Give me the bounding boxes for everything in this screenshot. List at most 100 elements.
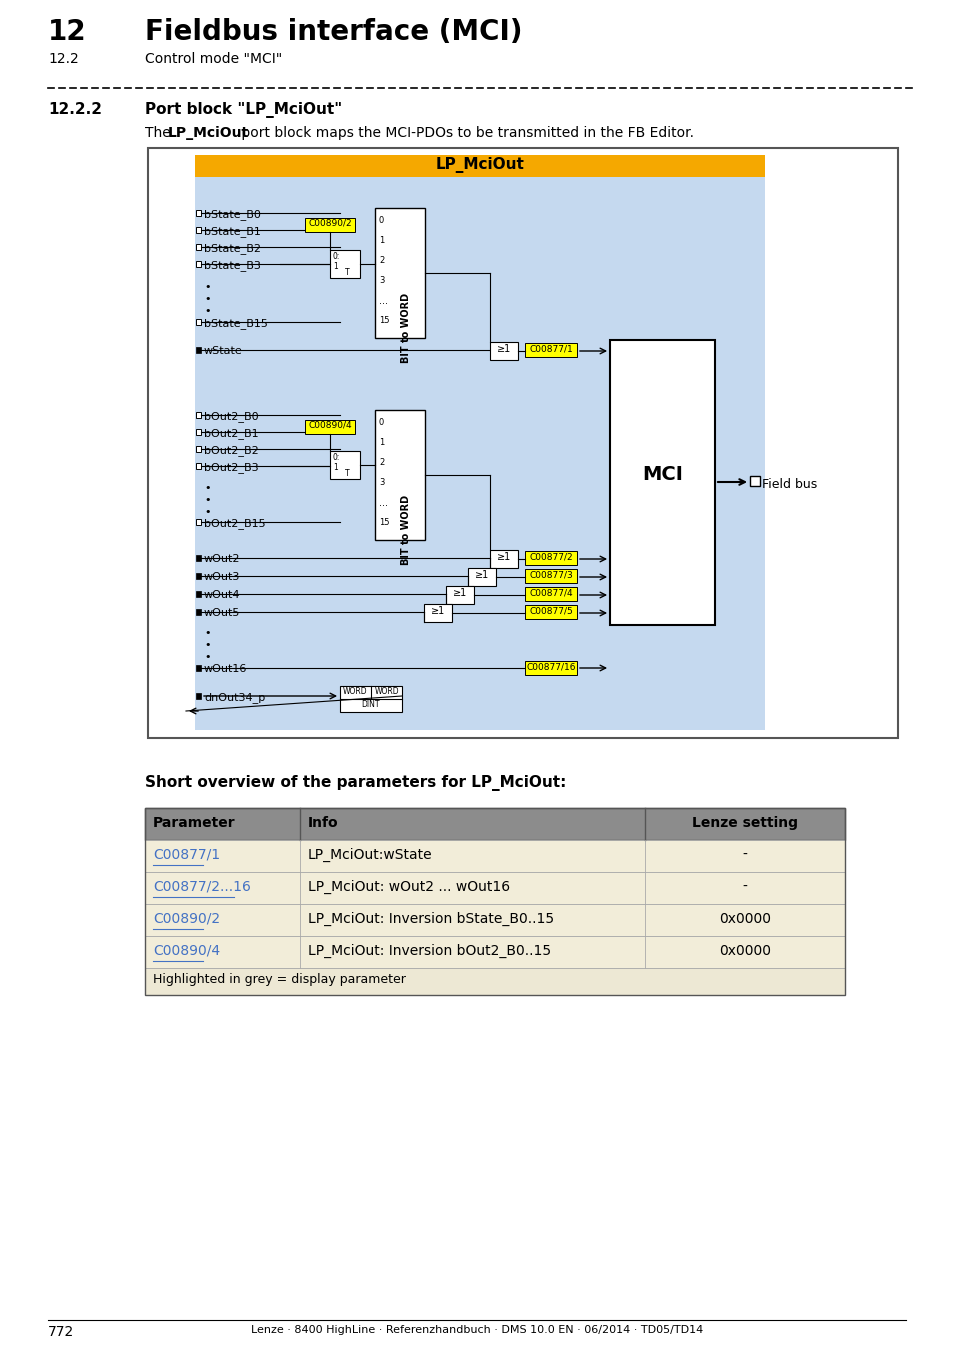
Text: wOut5: wOut5: [204, 608, 240, 618]
Text: wOut4: wOut4: [204, 590, 240, 599]
Bar: [195, 446, 201, 452]
Text: 0x0000: 0x0000: [719, 944, 770, 958]
Text: C00877/5: C00877/5: [529, 606, 572, 616]
Bar: [195, 319, 201, 325]
Text: C00877/2...16: C00877/2...16: [152, 880, 251, 894]
Text: bOut2_B0: bOut2_B0: [204, 410, 258, 423]
Text: Port block "LP_MciOut": Port block "LP_MciOut": [145, 103, 342, 117]
Bar: [145, 904, 844, 936]
Bar: [524, 343, 577, 356]
Text: 12.2.2: 12.2.2: [48, 103, 102, 117]
Text: 3: 3: [378, 275, 384, 285]
Text: LP_MciOut: LP_MciOut: [436, 157, 524, 173]
Text: 0:: 0:: [333, 252, 340, 261]
Bar: [145, 936, 844, 968]
Bar: [330, 250, 359, 278]
Bar: [194, 155, 764, 730]
Text: C00890/4: C00890/4: [152, 944, 220, 958]
Text: Lenze setting: Lenze setting: [691, 815, 797, 830]
Bar: [339, 686, 401, 711]
Bar: [145, 840, 844, 872]
Text: Highlighted in grey = display parameter: Highlighted in grey = display parameter: [152, 973, 405, 985]
Text: •: •: [204, 652, 211, 662]
Text: 15: 15: [378, 518, 389, 526]
Bar: [423, 603, 452, 622]
Text: 0: 0: [378, 216, 384, 225]
Text: Lenze · 8400 HighLine · Referenzhandbuch · DMS 10.0 EN · 06/2014 · TD05/TD14: Lenze · 8400 HighLine · Referenzhandbuch…: [251, 1324, 702, 1335]
Text: DINT: DINT: [361, 701, 380, 709]
Text: ≥1: ≥1: [475, 570, 489, 580]
Text: •: •: [204, 508, 211, 517]
Text: ...: ...: [378, 498, 388, 508]
Text: 1: 1: [333, 463, 337, 472]
Text: Control mode "MCI": Control mode "MCI": [145, 53, 282, 66]
Text: BIT to WORD: BIT to WORD: [400, 495, 411, 566]
Text: C00890/2: C00890/2: [308, 219, 352, 228]
Text: -: -: [741, 880, 746, 894]
Text: wOut2: wOut2: [204, 554, 240, 564]
Text: LP_MciOut: Inversion bOut2_B0..15: LP_MciOut: Inversion bOut2_B0..15: [308, 944, 551, 958]
Text: bOut2_B2: bOut2_B2: [204, 446, 258, 456]
Text: LP_MciOut: Inversion bState_B0..15: LP_MciOut: Inversion bState_B0..15: [308, 913, 554, 926]
Bar: [195, 572, 201, 579]
Text: •: •: [204, 282, 211, 292]
Text: bState_B3: bState_B3: [204, 261, 260, 271]
Text: C00877/4: C00877/4: [529, 589, 572, 597]
Bar: [194, 155, 764, 177]
Text: •: •: [204, 640, 211, 649]
Bar: [195, 347, 201, 352]
Bar: [148, 148, 897, 738]
Bar: [524, 587, 577, 601]
Text: ≥1: ≥1: [431, 606, 445, 616]
Text: 1: 1: [378, 236, 384, 244]
Text: C00877/3: C00877/3: [529, 570, 572, 579]
Text: dnOut34_p: dnOut34_p: [204, 693, 265, 703]
Text: 15: 15: [378, 316, 389, 325]
Bar: [305, 217, 355, 232]
Bar: [145, 968, 844, 995]
Text: bOut2_B1: bOut2_B1: [204, 428, 258, 439]
Text: •: •: [204, 294, 211, 304]
Bar: [609, 340, 714, 625]
Text: ≥1: ≥1: [497, 552, 511, 562]
Bar: [195, 555, 201, 562]
Text: LP_MciOut: LP_MciOut: [168, 126, 249, 140]
Bar: [375, 410, 424, 540]
Text: Short overview of the parameters for LP_MciOut:: Short overview of the parameters for LP_…: [145, 775, 566, 791]
Bar: [524, 568, 577, 583]
Bar: [490, 342, 517, 360]
Text: Parameter: Parameter: [152, 815, 235, 830]
Text: C00890/4: C00890/4: [308, 421, 352, 431]
Text: •: •: [204, 483, 211, 493]
Text: 3: 3: [378, 478, 384, 487]
Text: 2: 2: [378, 256, 384, 265]
Bar: [375, 208, 424, 338]
Text: 0x0000: 0x0000: [719, 913, 770, 926]
Bar: [330, 451, 359, 479]
Text: bState_B1: bState_B1: [204, 225, 260, 236]
Text: ≥1: ≥1: [453, 589, 467, 598]
Bar: [305, 420, 355, 433]
Bar: [195, 591, 201, 597]
Text: •: •: [204, 628, 211, 639]
Text: bState_B0: bState_B0: [204, 209, 260, 220]
Text: LP_MciOut:wState: LP_MciOut:wState: [308, 848, 432, 863]
Text: ...: ...: [378, 296, 388, 306]
Bar: [195, 666, 201, 671]
Text: 1: 1: [333, 262, 337, 271]
Bar: [749, 477, 760, 486]
Text: -: -: [741, 848, 746, 863]
Bar: [524, 605, 577, 620]
Text: C00877/1: C00877/1: [529, 344, 572, 352]
Bar: [145, 872, 844, 904]
Text: LP_MciOut: wOut2 ... wOut16: LP_MciOut: wOut2 ... wOut16: [308, 880, 510, 894]
Bar: [195, 261, 201, 267]
Text: ≥1: ≥1: [497, 344, 511, 354]
Text: bOut2_B3: bOut2_B3: [204, 462, 258, 472]
Text: 0:: 0:: [333, 454, 340, 462]
Text: BIT to WORD: BIT to WORD: [400, 293, 411, 363]
Text: •: •: [204, 306, 211, 316]
Text: •: •: [204, 495, 211, 505]
Text: 12.2: 12.2: [48, 53, 79, 66]
Text: C00877/2: C00877/2: [529, 552, 572, 562]
